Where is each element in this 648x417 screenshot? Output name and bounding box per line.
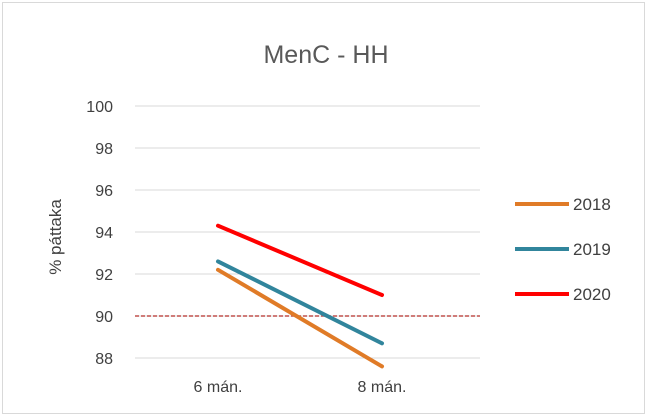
x-axis-ticks: 6 mán. 8 mán. xyxy=(194,379,407,396)
y-axis-ticks: 88 90 92 94 96 98 100 xyxy=(86,99,113,368)
legend: 2018 2019 2020 xyxy=(515,195,611,304)
x-tick-label: 8 mán. xyxy=(358,379,407,396)
chart-title: MenC - HH xyxy=(263,41,388,69)
series-line-2019 xyxy=(216,259,384,346)
y-tick-label: 92 xyxy=(95,267,113,284)
legend-label: 2019 xyxy=(573,240,611,259)
series-line-2018 xyxy=(216,267,384,369)
y-tick-label: 96 xyxy=(95,183,113,200)
x-tick-label: 6 mán. xyxy=(194,379,243,396)
y-tick-label: 98 xyxy=(95,141,113,158)
legend-label: 2018 xyxy=(573,195,611,214)
series-line-2020 xyxy=(216,223,384,297)
y-tick-label: 94 xyxy=(95,225,113,242)
y-axis-label: % páttaka xyxy=(46,199,65,275)
legend-label: 2020 xyxy=(573,285,611,304)
y-tick-label: 88 xyxy=(95,351,113,368)
series-lines xyxy=(216,223,384,369)
y-tick-label: 100 xyxy=(86,99,113,116)
y-tick-label: 90 xyxy=(95,309,113,326)
